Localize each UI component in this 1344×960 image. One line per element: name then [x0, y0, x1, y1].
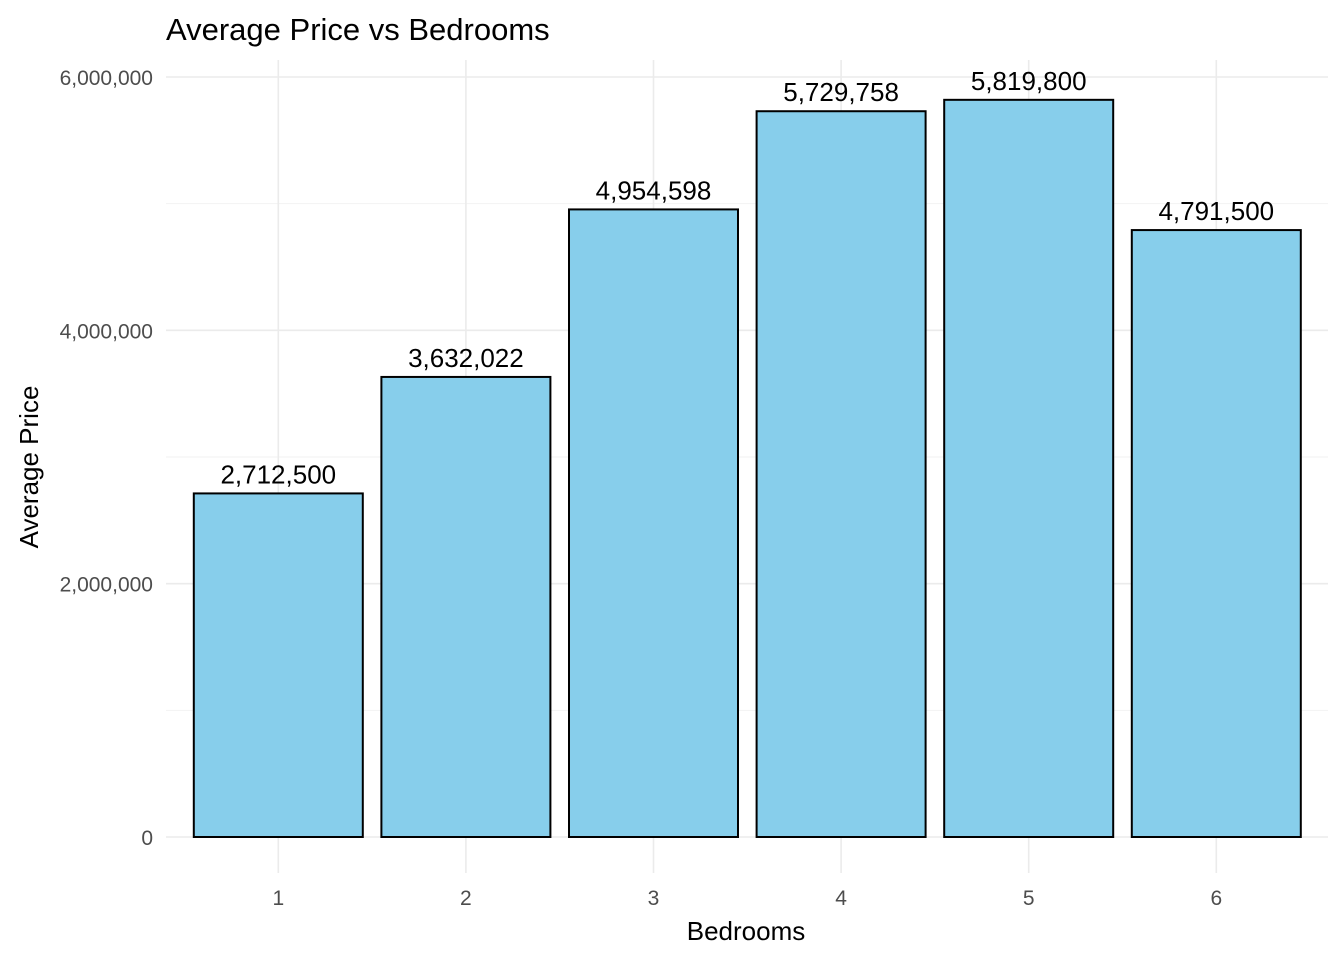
data-label-bedrooms-4: 5,729,758 [783, 77, 899, 107]
bar-bedrooms-5 [943, 98, 1115, 839]
bar-bedrooms-2 [380, 375, 552, 838]
x-axis-ticks: 1 2 3 4 5 6 [272, 887, 1222, 910]
y-axis-ticks: 0 2,000,000 4,000,000 6,000,000 [60, 67, 153, 850]
x-tick-label: 5 [1023, 887, 1035, 910]
y-tick-label: 4,000,000 [60, 320, 153, 343]
y-tick-label: 0 [141, 827, 153, 850]
data-label-bedrooms-2: 3,632,022 [408, 343, 524, 373]
chart-title: Average Price vs Bedrooms [166, 12, 550, 47]
bar-bedrooms-3 [568, 208, 739, 838]
x-axis-title: Bedrooms [687, 916, 806, 946]
data-labels: 2,712,500 3,632,022 4,954,598 5,729,758 5,81… [220, 66, 1274, 490]
y-tick-label: 2,000,000 [60, 574, 153, 597]
x-tick-label: 1 [272, 887, 284, 910]
data-label-bedrooms-1: 2,712,500 [220, 459, 336, 489]
x-tick-label: 6 [1210, 887, 1222, 910]
x-tick-label: 2 [460, 887, 472, 910]
bar-bedrooms-1 [192, 492, 364, 838]
y-tick-label: 6,000,000 [60, 67, 153, 90]
bar-bedrooms-6 [1130, 229, 1302, 838]
data-label-bedrooms-5: 5,819,800 [971, 66, 1087, 96]
data-label-bedrooms-6: 4,791,500 [1158, 196, 1274, 226]
bars [192, 98, 1302, 839]
x-tick-label: 3 [648, 887, 660, 910]
data-label-bedrooms-3: 4,954,598 [596, 175, 712, 205]
bar-bedrooms-4 [755, 110, 927, 838]
y-axis-title: Average Price [14, 386, 44, 549]
x-tick-label: 4 [835, 887, 847, 910]
